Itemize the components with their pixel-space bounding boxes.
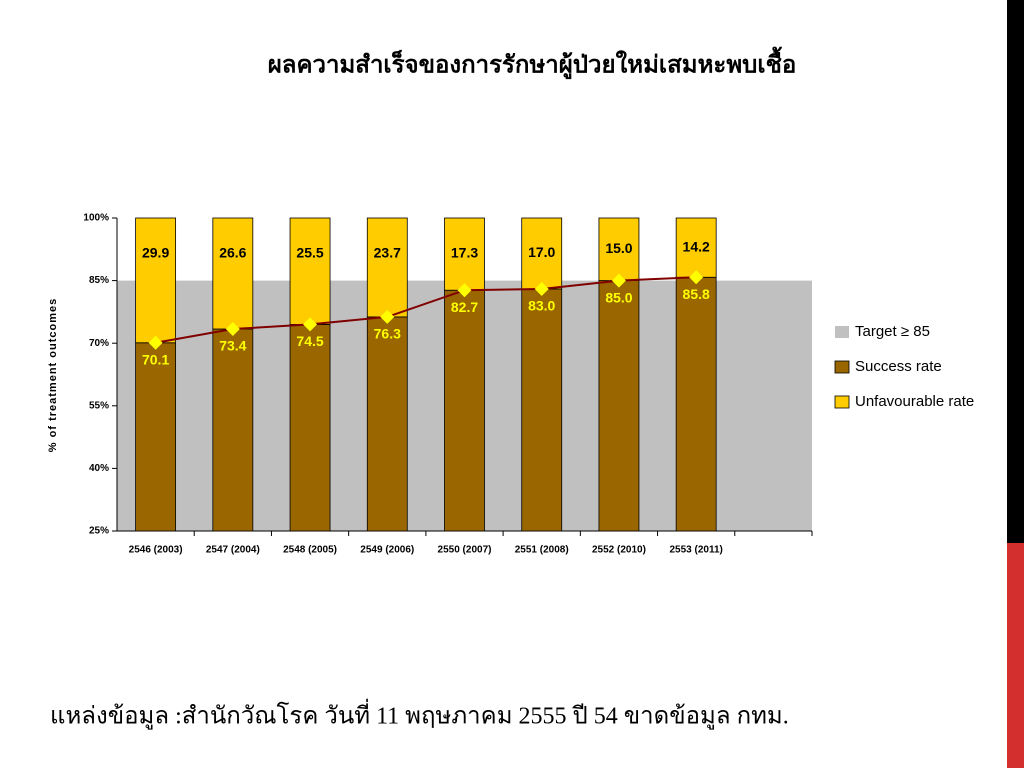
x-tick-label: 2553 (2011) — [669, 545, 722, 556]
unfavourable-bar — [675, 217, 717, 278]
y-tick-label: 40% — [89, 463, 109, 474]
unfavourable-label: 25.5 — [296, 245, 323, 261]
success-bar — [521, 288, 563, 532]
y-axis-title: % of treatment outcomes — [47, 298, 59, 452]
success-label: 76.3 — [374, 326, 401, 342]
success-marker — [534, 281, 549, 296]
success-bar — [135, 342, 177, 532]
success-bar — [212, 328, 254, 532]
unfavourable-bar — [521, 217, 563, 290]
success-bar — [289, 324, 331, 532]
legend-label: Success rate — [855, 358, 942, 375]
success-label: 85.8 — [683, 286, 710, 302]
y-tick-label: 55% — [89, 400, 109, 411]
source-note: แหล่งข้อมูล :สำนักวัณโรค วันที่ 11 พฤษภา… — [50, 699, 789, 731]
x-tick-label: 2547 (2004) — [206, 545, 260, 556]
success-label: 73.4 — [219, 338, 246, 354]
unfavourable-bar — [135, 217, 177, 344]
chart-title: ผลความสำเร็จของการรักษาผู้ป่วยใหม่เสมหะพ… — [268, 45, 797, 79]
x-tick-label: 2549 (2006) — [360, 545, 414, 556]
unfavourable-bar — [366, 217, 408, 318]
unfavourable-label: 23.7 — [374, 245, 401, 261]
success-marker — [611, 273, 626, 288]
unfavourable-bar — [212, 217, 254, 330]
unfavourable-label: 26.6 — [219, 245, 246, 261]
unfavourable-label: 14.2 — [683, 238, 710, 254]
success-bar — [675, 276, 717, 532]
x-tick-label: 2550 (2007) — [438, 545, 492, 556]
y-tick-label: 25% — [89, 526, 109, 537]
success-label: 74.5 — [296, 333, 323, 349]
success-label: 83.0 — [528, 298, 555, 314]
legend-swatch — [834, 395, 850, 409]
success-marker — [225, 322, 240, 337]
success-bar — [598, 280, 640, 532]
success-line — [155, 276, 697, 344]
success-label: 85.0 — [605, 289, 632, 305]
success-marker — [148, 335, 163, 350]
unfavourable-label: 15.0 — [605, 240, 632, 256]
y-tick-label: 70% — [89, 338, 109, 349]
side-bar-black — [1007, 0, 1024, 543]
success-label: 82.7 — [451, 299, 478, 315]
x-tick-label: 2546 (2003) — [129, 545, 183, 556]
y-tick-label: 100% — [83, 213, 109, 224]
x-tick-label: 2552 (2010) — [592, 545, 646, 556]
unfavourable-label: 17.3 — [451, 245, 478, 261]
success-bar — [444, 289, 485, 532]
unfavourable-label: 29.9 — [142, 245, 169, 261]
success-label: 70.1 — [142, 351, 169, 367]
x-tick-label: 2548 (2005) — [283, 545, 337, 556]
unfavourable-label: 17.0 — [528, 244, 555, 260]
legend-label: Unfavourable rate — [855, 393, 974, 410]
success-bar — [366, 316, 408, 532]
success-marker — [689, 270, 704, 285]
legend-label: Target ≥ 85 — [855, 323, 930, 340]
side-bar-red — [1007, 543, 1024, 768]
success-marker — [380, 309, 395, 324]
y-tick-label: 85% — [89, 275, 109, 286]
unfavourable-bar — [598, 217, 640, 281]
legend-swatch — [834, 360, 850, 374]
unfavourable-bar — [289, 217, 331, 325]
legend-swatch — [835, 326, 849, 338]
x-tick-label: 2551 (2008) — [515, 545, 569, 556]
success-marker — [457, 283, 472, 298]
success-marker — [303, 317, 318, 332]
